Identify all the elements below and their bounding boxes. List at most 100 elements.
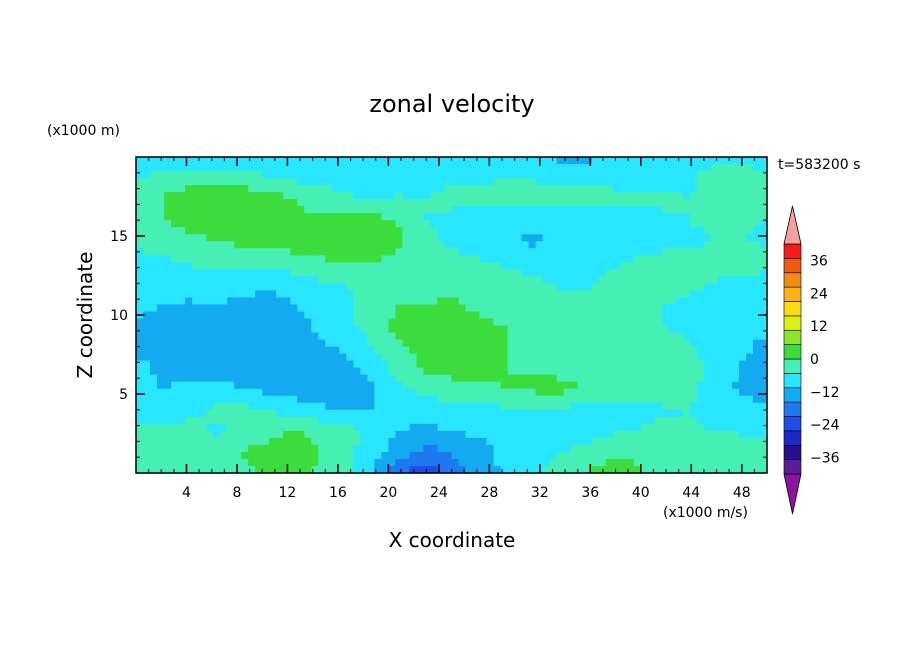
field-cell [206,381,214,390]
field-cell [185,353,193,362]
field-cell [640,437,649,446]
field-cell [185,311,193,320]
field-cell [290,290,298,299]
colorbar-tick-label: −36 [810,451,840,467]
field-cell [360,262,368,270]
field-cell [619,402,628,411]
field-cell [661,332,670,341]
field-cell [465,192,474,200]
field-cell [269,325,277,334]
field-cell [171,248,179,256]
field-cell [556,416,565,425]
field-cell [689,423,698,432]
colorbar-level [783,401,802,417]
field-cell [339,255,347,263]
field-cell [374,325,382,334]
field-cell [710,465,719,474]
field-cell [234,346,242,355]
field-cell [577,311,586,320]
field-cell [381,234,389,242]
field-cell [402,157,411,165]
field-cell [696,206,705,214]
field-cell [689,311,698,320]
field-cell [353,395,361,404]
field-cell [605,199,614,207]
field-cell [472,402,481,411]
field-cell [402,437,411,446]
field-cell [486,171,495,179]
field-cell [325,423,333,432]
field-cell [367,262,375,270]
field-cell [304,360,312,369]
field-cell [479,381,488,390]
field-cell [661,311,670,320]
field-cell [416,157,425,165]
field-cell [465,465,474,474]
field-cell [367,395,375,404]
field-cell [542,395,551,404]
field-cell [500,423,509,432]
field-cell [297,374,305,383]
field-cell [591,416,600,425]
field-cell [563,388,572,397]
field-cell [332,332,340,341]
field-cell [612,178,621,186]
field-cell [220,360,228,369]
field-cell [689,465,698,474]
field-cell [416,374,425,383]
field-cell [710,437,719,446]
field-cell [451,255,460,263]
field-cell [136,290,144,299]
field-cell [486,255,495,263]
field-cell [605,234,614,242]
field-cell [395,458,404,467]
field-cell [696,185,705,193]
field-cell [598,304,607,313]
field-cell [388,458,397,467]
field-cell [479,346,488,355]
field-cell [745,325,754,334]
field-cell [563,227,572,235]
field-cell [255,241,263,249]
field-cell [157,269,165,277]
field-cell [213,255,221,263]
field-cell [150,185,158,193]
field-cell [199,339,207,348]
field-cell [178,325,186,334]
field-cell [416,325,425,334]
field-cell [745,234,754,242]
field-cell [472,444,481,453]
field-cell [346,444,354,453]
field-cell [395,367,404,376]
field-cell [283,318,291,327]
field-cell [283,206,291,214]
field-cell [556,318,565,327]
field-cell [360,290,368,299]
field-cell [724,164,733,172]
field-cell [556,220,565,228]
field-cell [465,423,474,432]
field-cell [703,444,712,453]
field-cell [360,206,368,214]
field-cell [752,304,761,313]
field-cell [661,234,670,242]
colorbar-tick-label: 36 [810,253,828,269]
field-cell [164,199,172,207]
field-cell [717,283,726,292]
field-cell [514,311,523,320]
field-cell [206,416,214,425]
field-cell [689,297,698,306]
field-cell [493,325,502,334]
field-cell [528,311,537,320]
field-cell [472,297,481,306]
field-cell [283,304,291,313]
field-cell [248,206,256,214]
field-cell [150,458,158,467]
field-cell [724,262,733,270]
field-cell [381,199,389,207]
field-cell [171,185,179,193]
field-cell [220,185,228,193]
field-cell [318,437,326,446]
field-cell [157,220,165,228]
field-cell [388,269,397,277]
